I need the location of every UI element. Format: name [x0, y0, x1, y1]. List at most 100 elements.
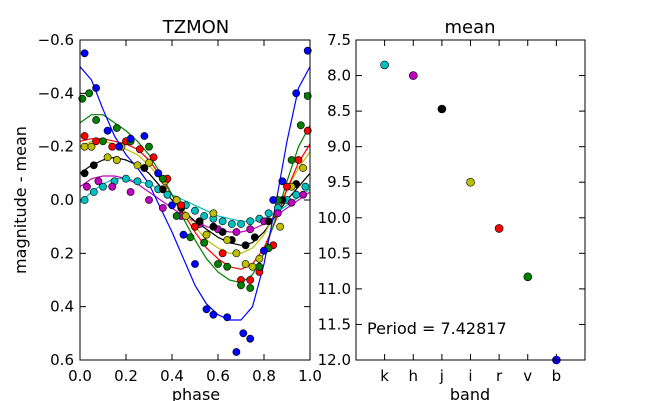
mean-y-tick-label: 8.0 [327, 67, 351, 85]
light-curve-y-axis-label: magnitude - mean [11, 126, 30, 274]
band-tick-label-i: i [468, 367, 472, 385]
data-point-b [202, 305, 211, 314]
mean-ticks: k h j i r v b 7.5 8.0 8.5 9.0 9.5 10.0 10.5 11.0 11.5 12… [318, 31, 585, 385]
data-point-r [191, 222, 199, 231]
mean-point-v [523, 272, 533, 282]
light-curve-y-tick-label: 0.0 [50, 191, 74, 209]
data-point-k [218, 217, 227, 226]
light-curve-panel: 0.0 0.2 0.4 0.6 0.8 1.0 −0.6 −0.4 −0.2 0.0 0.2 0.4 0… [11, 17, 322, 401]
data-point-r [149, 153, 158, 162]
band-tick-label-j: j [439, 367, 444, 385]
data-point-v [99, 137, 107, 146]
data-point-i [299, 164, 307, 172]
mean-x-axis-label: band [450, 385, 490, 401]
data-point-i [232, 249, 241, 258]
data-point-k [301, 182, 310, 191]
light-curve-data-points [78, 46, 312, 356]
data-point-k [264, 209, 273, 218]
data-point-b [292, 89, 301, 98]
data-point-b [179, 230, 188, 239]
data-point-j [264, 217, 273, 226]
data-point-i [181, 212, 190, 220]
light-curve-x-tick-label: 1.0 [298, 367, 322, 385]
light-curve-y-tick-label: 0.4 [50, 298, 74, 316]
data-point-k [246, 217, 255, 226]
data-point-k [89, 188, 98, 196]
data-point-r [92, 137, 100, 146]
data-point-i [241, 260, 250, 268]
data-point-j [250, 233, 259, 242]
mean-frame [355, 39, 586, 361]
mean-y-tick-label: 8.5 [327, 102, 351, 120]
data-point-h [287, 198, 296, 207]
light-curve-x-tick-label: 0.6 [206, 367, 230, 385]
data-point-k [191, 206, 199, 215]
data-point-j [89, 161, 98, 170]
mean-point-j [437, 104, 447, 114]
data-point-h [145, 196, 153, 204]
data-point-b [223, 313, 232, 322]
data-point-h [232, 228, 241, 236]
light-curve-ticks: 0.0 0.2 0.4 0.6 0.8 1.0 −0.6 −0.4 −0.2 0.0 0.2 0.4 0… [38, 31, 322, 385]
data-point-h [273, 209, 282, 218]
data-point-b [140, 132, 149, 140]
data-point-k [122, 174, 130, 183]
data-point-i [133, 161, 142, 170]
data-point-j [80, 169, 89, 178]
data-point-r [177, 201, 186, 210]
mean-y-tick-label: 10.5 [318, 244, 351, 262]
data-point-i [172, 196, 181, 204]
data-point-i [255, 254, 264, 263]
data-point-v [145, 142, 153, 151]
data-point-r [246, 276, 255, 284]
mean-y-tick-label: 11.0 [318, 280, 351, 298]
mean-plot-area [356, 40, 585, 360]
mean-y-tick-label: 12.0 [318, 351, 351, 369]
data-point-h [246, 225, 255, 234]
data-point-b [92, 84, 100, 92]
data-point-b [168, 201, 176, 210]
light-curve-x-tick-label: 0.0 [68, 367, 92, 385]
light-curve-x-tick-label: 0.2 [114, 367, 138, 385]
data-point-j [218, 228, 227, 236]
mean-y-tick-label: 11.5 [318, 315, 351, 333]
data-point-b [260, 246, 268, 255]
light-curve-x-tick-label: 0.4 [160, 367, 184, 385]
data-point-i [103, 153, 112, 162]
data-point-i [112, 156, 121, 164]
data-point-r [218, 249, 227, 258]
light-curve-y-tick-label: 0.2 [50, 244, 74, 262]
data-point-i [209, 209, 218, 218]
data-point-v [186, 233, 195, 242]
data-point-k [200, 212, 209, 220]
data-point-k [99, 182, 107, 191]
mean-data-points [380, 60, 561, 365]
data-point-b [246, 334, 255, 343]
band-tick-label-r: r [496, 367, 503, 385]
data-point-b [115, 142, 123, 151]
data-point-j [209, 222, 218, 231]
mean-point-i [466, 177, 475, 187]
mean-point-r [494, 224, 504, 233]
data-point-v [112, 124, 121, 132]
data-point-k [133, 177, 142, 186]
light-curve-y-tick-label: 0.6 [50, 351, 74, 369]
data-point-v [287, 156, 296, 164]
data-point-b [232, 348, 241, 356]
data-point-j [140, 164, 149, 172]
data-point-h [158, 204, 167, 212]
data-point-v [78, 94, 87, 103]
data-point-v [172, 212, 181, 220]
data-point-v [85, 89, 94, 98]
mean-title: mean [444, 17, 495, 38]
data-point-j [241, 241, 250, 250]
mean-y-tick-label: 9.5 [327, 173, 351, 191]
light-curve-y-tick-label: −0.6 [38, 31, 74, 49]
data-point-b [239, 329, 248, 338]
data-point-b [191, 260, 199, 268]
light-curve-y-tick-label: −0.2 [38, 138, 74, 156]
data-point-i [276, 222, 284, 231]
data-point-k [227, 220, 236, 228]
data-point-v [158, 174, 167, 183]
